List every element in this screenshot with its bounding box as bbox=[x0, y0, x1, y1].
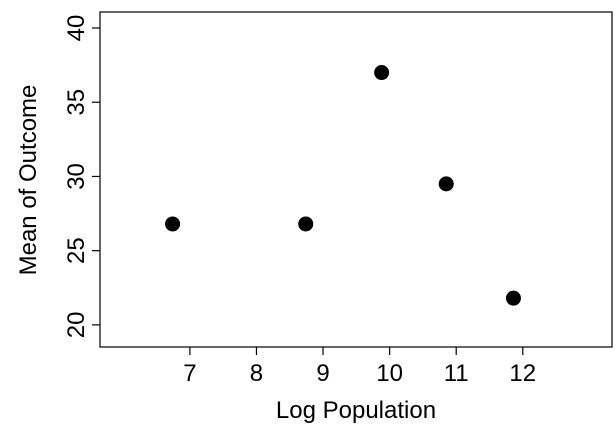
plot-frame bbox=[99, 11, 613, 348]
y-tick-label: 40 bbox=[63, 15, 90, 42]
x-tick-label: 10 bbox=[376, 360, 403, 387]
point bbox=[298, 216, 314, 232]
point bbox=[505, 290, 521, 306]
x-axis-label: Log Population bbox=[276, 397, 436, 424]
y-tick-label: 20 bbox=[63, 312, 90, 339]
y-tick-label: 30 bbox=[63, 163, 90, 190]
y-axis-label: Mean of Outcome bbox=[15, 85, 42, 276]
x-tick-label: 7 bbox=[183, 360, 196, 387]
y-tick-label: 35 bbox=[63, 89, 90, 116]
x-tick-label: 8 bbox=[250, 360, 263, 387]
x-tick-label: 9 bbox=[316, 360, 329, 387]
point bbox=[374, 65, 390, 81]
y-tick-label: 25 bbox=[63, 237, 90, 264]
point bbox=[438, 176, 454, 192]
x-tick-label: 12 bbox=[509, 360, 536, 387]
point bbox=[165, 216, 181, 232]
x-tick-label: 11 bbox=[444, 360, 469, 387]
